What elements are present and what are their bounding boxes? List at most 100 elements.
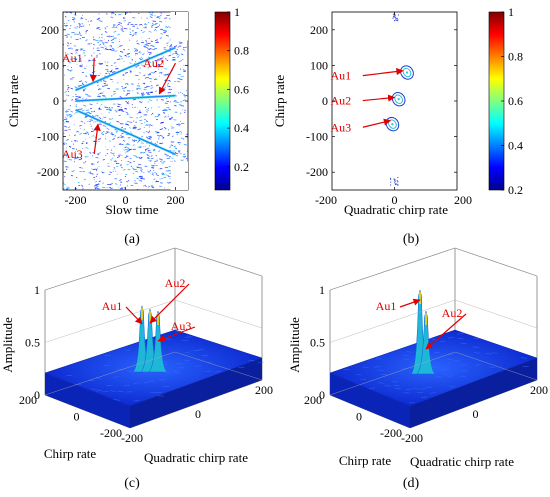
clutter-stroke xyxy=(142,31,146,33)
clutter-stroke xyxy=(177,73,181,76)
surface-skirt-left xyxy=(45,373,130,428)
surface-skirt-left xyxy=(330,373,410,428)
surface-ripple xyxy=(143,381,150,384)
clutter-stroke xyxy=(155,180,160,183)
colorbar-tick-label: 1 xyxy=(234,5,240,19)
clutter-stroke xyxy=(139,101,143,103)
clutter-stroke xyxy=(175,52,178,55)
clutter-stroke xyxy=(133,139,137,141)
clutter-stroke xyxy=(91,163,93,166)
annotation-label: Au1 xyxy=(330,69,351,83)
clutter-stroke xyxy=(139,157,143,160)
clutter-stroke xyxy=(150,40,153,43)
surface-ripple xyxy=(133,382,140,384)
clutter-stroke xyxy=(64,15,67,18)
surface-ripple xyxy=(133,400,140,402)
surface-ripple xyxy=(184,351,191,353)
clutter-stroke xyxy=(80,17,84,20)
ytick-label: 200 xyxy=(310,23,328,37)
clutter-stroke xyxy=(165,25,167,28)
peak-center xyxy=(397,98,400,101)
clutter-stroke xyxy=(177,46,180,48)
xtick-label: 200 xyxy=(454,193,472,207)
annotation-arrow xyxy=(399,298,421,308)
clutter-stroke xyxy=(147,185,150,188)
clutter-stroke xyxy=(112,93,116,95)
clutter-stroke xyxy=(160,160,163,163)
clutter-stroke xyxy=(140,123,143,125)
clutter-stroke xyxy=(127,101,130,103)
clutter-stroke xyxy=(158,65,160,67)
surface-ripple xyxy=(344,368,351,371)
clutter-stroke xyxy=(168,88,171,91)
clutter-stroke xyxy=(139,116,143,118)
clutter-stroke xyxy=(110,133,115,136)
clutter-stroke xyxy=(102,80,107,82)
clutter-stroke xyxy=(122,74,125,77)
clutter-stroke xyxy=(106,131,110,133)
clutter-stroke xyxy=(125,82,129,85)
z-gridline xyxy=(174,299,263,329)
clutter-stroke xyxy=(115,162,117,165)
clutter-stroke xyxy=(141,93,144,95)
surface-ripple xyxy=(473,338,480,340)
panel-b-annotations: Au1 Au2 Au3 xyxy=(330,67,404,134)
clutter-stroke xyxy=(143,74,146,77)
annotation-arrow xyxy=(362,118,392,128)
clutter-stroke xyxy=(69,12,73,14)
clutter-stroke xyxy=(89,119,93,121)
annotation-label: Au1 xyxy=(102,299,123,313)
clutter-stroke xyxy=(106,127,109,129)
clutter-stroke xyxy=(118,121,120,123)
clutter-stroke xyxy=(108,72,111,75)
clutter-stroke xyxy=(139,176,143,178)
surface-ripple xyxy=(175,330,182,333)
clutter-stroke xyxy=(124,55,127,57)
clutter-stroke xyxy=(143,46,148,49)
clutter-stroke xyxy=(166,42,169,44)
clutter-stroke xyxy=(105,47,107,49)
z-gridline xyxy=(44,247,176,291)
clutter-stroke xyxy=(140,169,143,171)
clutter-stroke xyxy=(164,153,167,156)
clutter-stroke xyxy=(83,67,87,70)
clutter-stroke xyxy=(150,157,154,160)
surface-ripple xyxy=(106,384,113,387)
clutter-stroke xyxy=(126,113,129,116)
panel-a: -200 -100 0 100 200 -200 0 200 Au1 Au2 Au3 Slow t… xyxy=(6,5,249,247)
clutter-stroke xyxy=(63,143,65,145)
clutter-stroke xyxy=(182,138,185,140)
clutter-stroke xyxy=(168,50,172,53)
clutter-stroke xyxy=(88,60,91,62)
clutter-stroke xyxy=(166,59,169,62)
clutter-stroke xyxy=(155,172,158,175)
clutter-stroke xyxy=(159,71,163,74)
clutter-stroke xyxy=(179,143,181,145)
noise-dot xyxy=(392,17,394,19)
annotation-arrow xyxy=(362,94,396,102)
clutter-stroke xyxy=(156,16,160,19)
clutter-stroke xyxy=(150,87,154,89)
surface-ripple xyxy=(159,379,166,381)
clutter-stroke xyxy=(147,151,152,154)
surface-ripple xyxy=(447,375,454,377)
clutter-stroke xyxy=(124,175,127,178)
clutter-stroke xyxy=(78,158,83,161)
clutter-stroke xyxy=(184,46,188,48)
clutter-stroke xyxy=(147,66,150,69)
clutter-stroke xyxy=(120,108,123,111)
clutter-stroke xyxy=(104,105,106,107)
clutter-stroke xyxy=(63,119,65,122)
clutter-stroke xyxy=(80,120,84,123)
colorbar-tick-label: 0.8 xyxy=(508,50,523,64)
clutter-stroke xyxy=(93,176,96,179)
clutter-stroke xyxy=(134,60,137,63)
z-gridline xyxy=(454,351,538,381)
z-tick-label: 1 xyxy=(34,283,40,297)
clutter-stroke xyxy=(144,185,147,187)
ytick-label: 100 xyxy=(310,58,328,72)
clutter-stroke xyxy=(141,94,144,97)
surface-ripple xyxy=(384,385,391,387)
panel-a-caption: (a) xyxy=(124,232,140,247)
ytick-label: 0 xyxy=(53,94,59,108)
